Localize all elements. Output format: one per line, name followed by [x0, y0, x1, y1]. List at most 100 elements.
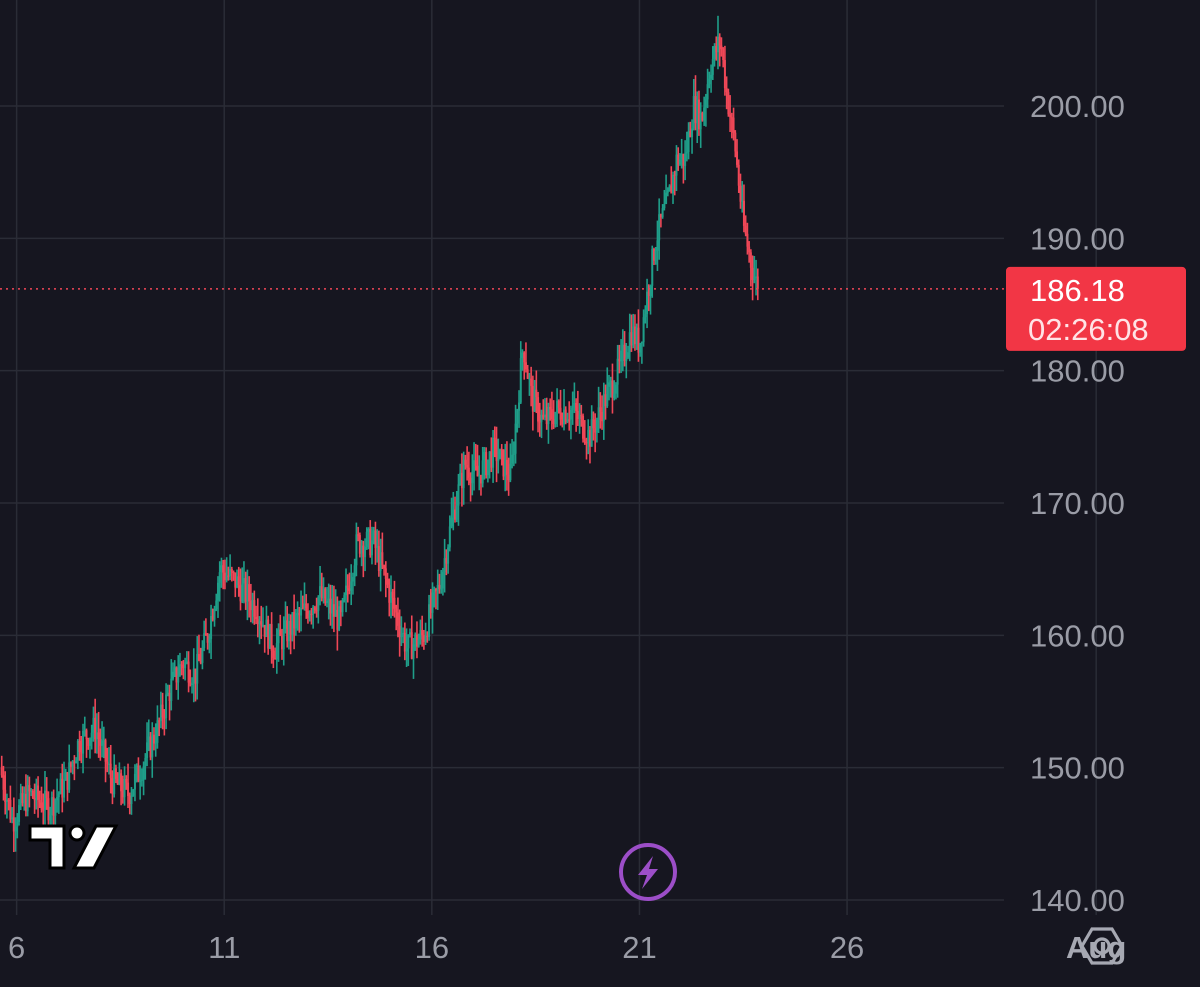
- candle-body: [199, 660, 202, 663]
- candle: [725, 76, 728, 110]
- candle-body: [663, 204, 666, 209]
- candle-body: [106, 761, 109, 764]
- candle: [213, 605, 216, 627]
- candle-body: [92, 717, 95, 733]
- candle: [324, 587, 327, 606]
- settings-icon[interactable]: [1080, 927, 1124, 965]
- candle-body: [261, 625, 264, 627]
- candle-body: [554, 411, 557, 424]
- candle: [704, 93, 707, 127]
- candle: [343, 592, 346, 603]
- candle-body: [528, 378, 531, 380]
- candle: [673, 170, 676, 196]
- candle: [403, 622, 406, 661]
- candle-body: [132, 789, 135, 796]
- candle-body: [571, 407, 574, 410]
- x-tick-label: 16: [415, 930, 449, 965]
- candle: [80, 736, 83, 764]
- candle: [28, 776, 31, 808]
- candle-body: [566, 419, 569, 422]
- candle-body: [319, 586, 322, 597]
- candle: [47, 791, 50, 828]
- candle: [87, 737, 90, 750]
- candle-body: [582, 415, 585, 439]
- candle: [92, 706, 95, 742]
- candle-body: [265, 619, 268, 637]
- candle: [185, 651, 188, 665]
- candle-body: [668, 185, 671, 192]
- y-tick-label: 150.00: [1030, 751, 1125, 786]
- candle-body: [33, 798, 36, 801]
- candle: [545, 397, 548, 430]
- candle: [11, 807, 14, 824]
- candle: [251, 592, 254, 624]
- candle: [128, 792, 131, 815]
- candle-body: [585, 442, 588, 444]
- candle-body: [49, 815, 52, 821]
- candle-body: [68, 762, 71, 790]
- candle-body: [133, 773, 136, 790]
- candle: [154, 723, 157, 757]
- candle-body: [519, 358, 522, 403]
- candle: [173, 660, 176, 678]
- candle: [460, 453, 463, 507]
- candle-body: [369, 528, 372, 556]
- candle: [95, 713, 98, 754]
- candle: [355, 522, 358, 577]
- candle-body: [640, 342, 643, 344]
- candle: [678, 153, 681, 166]
- candle-body: [248, 584, 251, 601]
- candle: [464, 454, 467, 470]
- candle-body: [95, 732, 98, 740]
- candle-body: [178, 664, 181, 676]
- candle-body: [78, 740, 81, 753]
- candle-body: [241, 583, 244, 602]
- candle-body: [104, 740, 107, 762]
- candle-body: [573, 402, 576, 408]
- candle: [490, 437, 493, 473]
- candle: [606, 367, 609, 408]
- candle: [656, 220, 659, 272]
- candle: [24, 774, 27, 817]
- candle-body: [350, 581, 353, 591]
- candle: [428, 594, 431, 641]
- candle-body: [651, 248, 654, 286]
- candle: [511, 439, 514, 469]
- candle: [699, 102, 702, 148]
- candle: [493, 426, 496, 458]
- candle-body: [213, 608, 216, 620]
- candle: [71, 760, 74, 775]
- candle: [275, 628, 278, 674]
- candle: [706, 68, 709, 109]
- candle: [587, 419, 590, 455]
- candle-body: [410, 632, 413, 659]
- candle-body: [649, 285, 652, 296]
- candle-body: [270, 624, 273, 651]
- candle: [478, 455, 481, 491]
- candle-body: [590, 419, 593, 447]
- candle-body: [303, 603, 306, 609]
- candle-body: [251, 600, 254, 611]
- candle-body: [244, 578, 247, 602]
- candle: [543, 398, 546, 421]
- candle: [85, 728, 88, 758]
- candle-body: [476, 465, 479, 477]
- candle-body: [246, 584, 249, 602]
- candle-body: [218, 572, 221, 583]
- candle-body: [620, 350, 623, 362]
- candle-body: [23, 793, 26, 804]
- candle: [246, 569, 249, 621]
- lightning-icon[interactable]: [619, 843, 677, 901]
- candle: [469, 472, 472, 502]
- candle: [564, 406, 567, 425]
- candle-body: [40, 802, 43, 810]
- candle-body: [2, 775, 5, 790]
- candle-body: [580, 414, 583, 417]
- candle-body: [222, 565, 225, 573]
- candle: [249, 583, 252, 623]
- candle: [40, 786, 43, 813]
- candle-body: [137, 765, 140, 782]
- candle: [187, 651, 190, 693]
- candle: [9, 785, 12, 823]
